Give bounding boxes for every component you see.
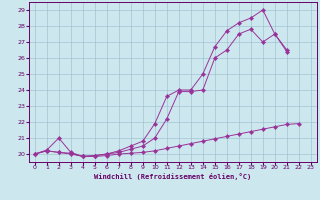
X-axis label: Windchill (Refroidissement éolien,°C): Windchill (Refroidissement éolien,°C) — [94, 173, 252, 180]
